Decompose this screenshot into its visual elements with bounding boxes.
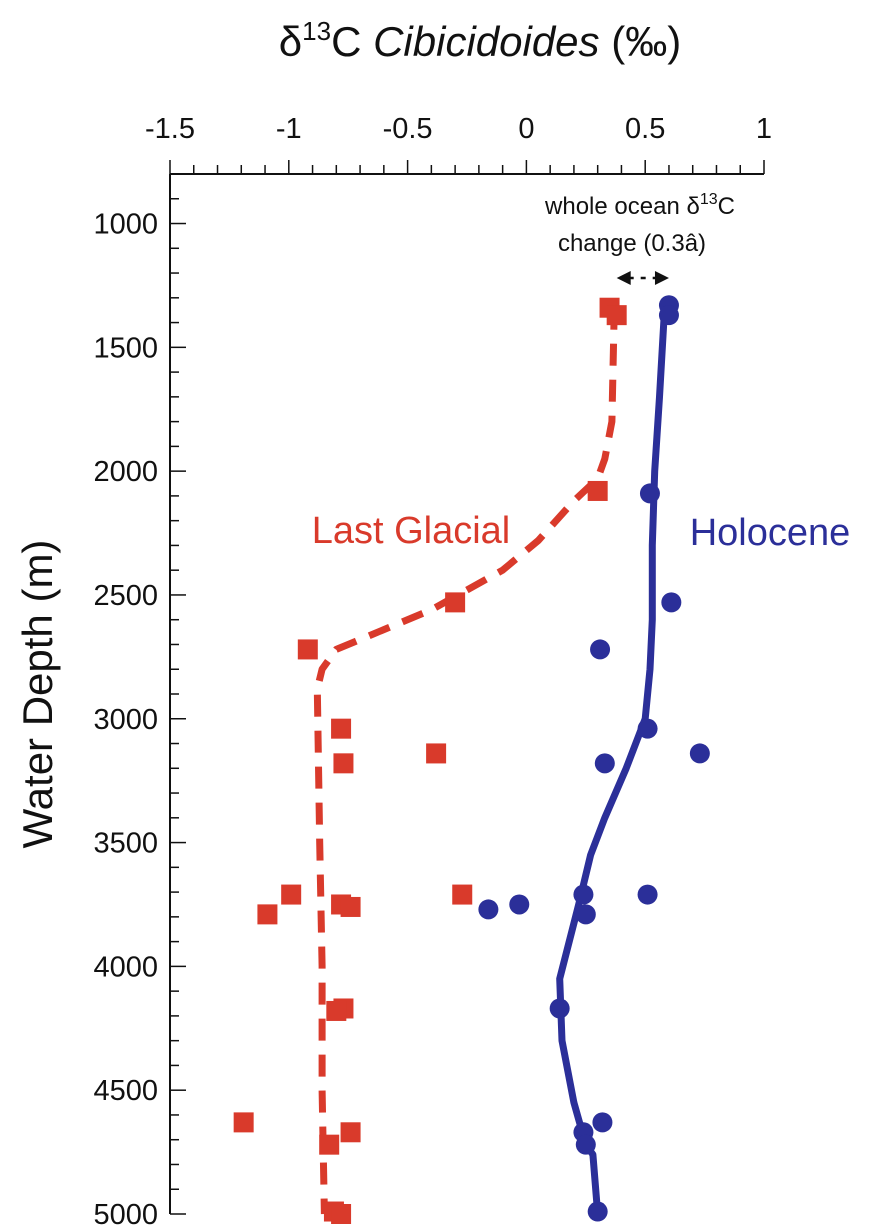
annotation-line1-suffix: C <box>718 193 735 220</box>
trend-lines-group <box>313 307 668 1215</box>
y-axis-title: Water Depth (m) <box>14 540 61 849</box>
holocene-data-point <box>587 1201 608 1222</box>
annotation-left-arrowhead <box>616 271 631 285</box>
glacial-data-point <box>331 1204 352 1224</box>
annotation-arrows-group <box>616 271 669 285</box>
glacial-data-point <box>333 753 354 774</box>
series-label-holocene: Holocene <box>690 512 851 554</box>
x-tick-label: -0.5 <box>383 113 433 145</box>
y-tick-label: 4000 <box>93 951 158 983</box>
y-tick-label: 1000 <box>93 209 158 241</box>
x-axis-title-italic: Cibicidoides <box>373 18 599 65</box>
glacial-data-point <box>233 1112 254 1133</box>
holocene-data-point <box>590 639 611 660</box>
y-tick-label: 3500 <box>93 828 158 860</box>
holocene-data-point <box>575 1134 596 1155</box>
glacial-data-point <box>587 480 608 501</box>
x-tick-label: -1.5 <box>145 113 195 145</box>
annotation-line2: change (0.3â) <box>558 230 706 257</box>
x-axis-title-unit: (‰) <box>600 18 682 65</box>
y-tick-label: 2500 <box>93 580 158 612</box>
glacial-data-point <box>452 884 473 905</box>
holocene-data-point <box>478 899 499 920</box>
x-tick-label: 0.5 <box>625 113 665 145</box>
holocene-data-point <box>592 1112 613 1133</box>
y-tick-label: 1500 <box>93 332 158 364</box>
holocene-data-point <box>639 483 660 504</box>
x-axis-title-sup: 13 <box>302 16 331 46</box>
holocene-trend-line <box>556 314 668 1215</box>
x-tick-label: 0 <box>518 113 534 145</box>
holocene-data-point <box>689 743 710 764</box>
glacial-data-point <box>445 592 466 613</box>
holocene-data-point <box>549 998 570 1019</box>
y-tick-label: 4500 <box>93 1075 158 1107</box>
holocene-data-point <box>637 884 658 905</box>
glacial-data-point <box>319 1134 340 1155</box>
annotation-line1: whole ocean δ13C <box>544 191 735 220</box>
y-tick-label: 2000 <box>93 456 158 488</box>
holocene-data-point <box>661 592 682 613</box>
glacial-data-point <box>257 904 278 925</box>
series-label-last-glacial: Last Glacial <box>312 510 511 552</box>
annotation-line1-prefix: whole ocean δ <box>544 193 700 220</box>
annotation-right-arrowhead <box>654 271 669 285</box>
x-axis-title-after-sup: C <box>331 18 373 65</box>
glacial-data-point <box>340 1122 361 1143</box>
glacial-trend-line <box>313 307 618 1215</box>
glacial-data-point <box>426 743 447 764</box>
holocene-data-point <box>573 884 594 905</box>
glacial-data-point <box>606 305 627 326</box>
annotation-line1-sup: 13 <box>700 191 718 208</box>
x-axis-title-prefix: δ <box>279 18 302 65</box>
holocene-data-point <box>594 753 615 774</box>
y-tick-label: 3000 <box>93 704 158 736</box>
holocene-data-point <box>575 904 596 925</box>
x-axis-title: δ13C Cibicidoides (‰) <box>279 16 681 65</box>
holocene-data-point <box>637 718 658 739</box>
markers-group <box>233 295 710 1224</box>
axes-group: -1.5 -1 -0.5 0 0.5 1 1000 1500 2000 2500 3000 3500 4… <box>93 113 772 1225</box>
holocene-data-point <box>509 894 530 915</box>
glacial-data-point <box>340 896 361 917</box>
glacial-data-point <box>331 718 352 739</box>
y-tick-label: 5000 <box>93 1199 158 1225</box>
glacial-data-point <box>326 1000 347 1021</box>
x-tick-label: -1 <box>276 113 302 145</box>
x-tick-label: 1 <box>756 113 772 145</box>
glacial-data-point <box>281 884 302 905</box>
holocene-data-point <box>658 305 679 326</box>
glacial-data-point <box>297 639 318 660</box>
